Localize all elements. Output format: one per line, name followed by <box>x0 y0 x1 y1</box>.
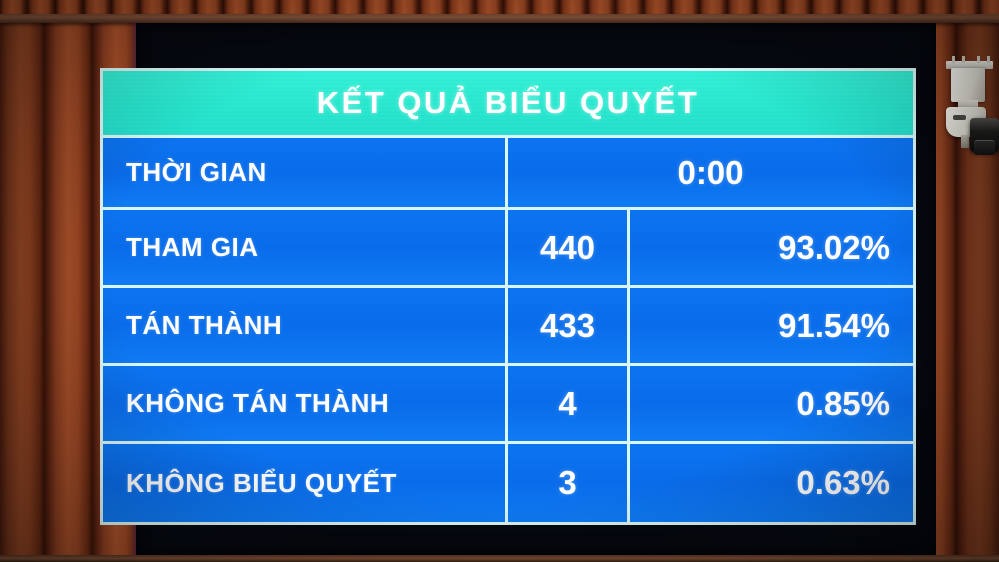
camera-screw <box>962 56 965 63</box>
camera-housing <box>951 68 985 102</box>
row-count-khong-tan-thanh: 4 <box>508 366 630 441</box>
ceiling-slat-band <box>0 0 999 14</box>
table-row: THỜI GIAN 0:00 <box>103 138 913 210</box>
upper-wood-trim <box>0 14 999 23</box>
row-count-khong-bieu-quyet: 3 <box>508 444 630 522</box>
camera-screw <box>987 56 990 63</box>
camera-lens-ring <box>974 140 995 155</box>
row-label-khong-tan-thanh: KHÔNG TÁN THÀNH <box>103 366 508 441</box>
table-row: THAM GIA 440 93.02% <box>103 210 913 288</box>
table-row: KHÔNG BIỂU QUYẾT 3 0.63% <box>103 444 913 522</box>
camera-mount-post <box>961 135 969 148</box>
row-percent-tan-thanh: 91.54% <box>778 306 890 344</box>
row-label-tan-thanh: TÁN THÀNH <box>103 288 508 363</box>
row-label-tham-gia: THAM GIA <box>103 210 508 285</box>
camera-vent <box>953 115 966 120</box>
camera-screw <box>977 56 980 63</box>
row-percent-tham-gia: 93.02% <box>778 228 890 266</box>
row-percent-khong-tan-thanh: 0.85% <box>796 384 890 422</box>
lower-wood-trim <box>0 555 999 562</box>
row-count-tan-thanh: 433 <box>508 288 630 363</box>
table-title-row: KẾT QUẢ BIỂU QUYẾT <box>103 71 913 138</box>
row-percent-khong-bieu-quyet: 0.63% <box>796 464 890 501</box>
camera-icon <box>944 56 999 164</box>
page-title: KẾT QUẢ BIỂU QUYẾT <box>316 85 700 120</box>
row-count-tham-gia: 440 <box>508 210 630 285</box>
camera-neck <box>958 100 978 109</box>
vote-result-table: KẾT QUẢ BIỂU QUYẾT THỜI GIAN 0:00 THAM G… <box>100 68 916 525</box>
table-row: KHÔNG TÁN THÀNH 4 0.85% <box>103 366 913 444</box>
row-value-thoi-gian: 0:00 <box>677 153 744 191</box>
table-row: TÁN THÀNH 433 91.54% <box>103 288 913 366</box>
camera-bracket <box>946 61 993 69</box>
row-label-khong-bieu-quyet: KHÔNG BIỂU QUYẾT <box>103 444 508 522</box>
camera-screw <box>952 56 955 63</box>
row-label-thoi-gian: THỜI GIAN <box>103 138 508 207</box>
